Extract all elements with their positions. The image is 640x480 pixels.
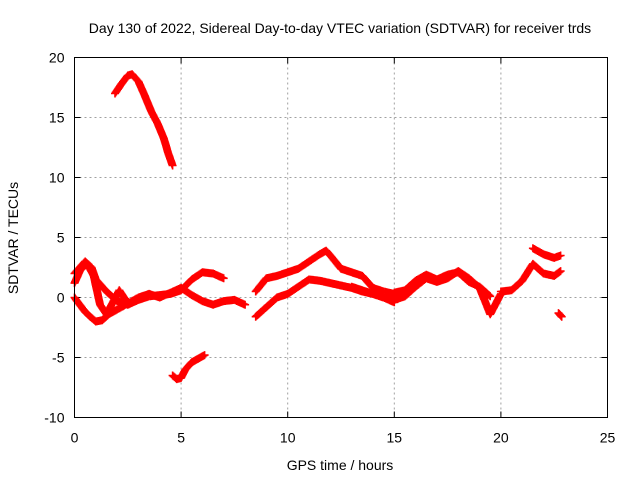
data-trace bbox=[508, 277, 526, 294]
series-arc-high bbox=[111, 70, 177, 170]
x-tick-label: 25 bbox=[600, 430, 616, 446]
data-point bbox=[241, 300, 250, 309]
series-trace-h bbox=[496, 259, 565, 296]
plot-frame bbox=[74, 57, 608, 418]
data-trace bbox=[476, 283, 494, 300]
x-tick-label: 15 bbox=[387, 430, 403, 446]
data-trace bbox=[88, 314, 99, 325]
data-trace bbox=[401, 277, 419, 294]
data-points bbox=[70, 70, 566, 384]
data-point bbox=[200, 351, 209, 360]
y-tick-label: 20 bbox=[49, 50, 65, 66]
y-tick-label: -10 bbox=[44, 410, 64, 426]
data-trace bbox=[141, 93, 155, 115]
y-tick-label: 5 bbox=[57, 230, 65, 246]
data-trace bbox=[401, 283, 419, 300]
x-tick-label: 20 bbox=[493, 430, 509, 446]
x-tick-label: 10 bbox=[280, 430, 296, 446]
y-tick-label: 15 bbox=[49, 110, 65, 126]
series-trace-e bbox=[251, 246, 409, 298]
series-trace-i bbox=[528, 244, 565, 262]
y-tick-labels: -10 -5 0 5 10 15 20 bbox=[44, 50, 64, 426]
data-point bbox=[556, 251, 565, 260]
data-trace bbox=[169, 372, 180, 383]
x-tick-labels: 0 5 10 15 20 25 bbox=[71, 430, 616, 446]
chart-title: Day 130 of 2022, Sidereal Day-to-day VTE… bbox=[89, 20, 591, 36]
data-trace bbox=[252, 275, 270, 295]
data-trace bbox=[359, 272, 377, 291]
data-trace bbox=[182, 359, 195, 373]
data-trace bbox=[263, 294, 281, 311]
data-trace bbox=[455, 269, 472, 285]
series-trace-j bbox=[554, 309, 566, 321]
x-axis-label: GPS time / hours bbox=[287, 457, 394, 473]
series-trace-g bbox=[390, 268, 495, 301]
data-point bbox=[219, 274, 228, 283]
y-tick-label: 0 bbox=[57, 290, 65, 306]
data-trace bbox=[555, 310, 565, 320]
data-point bbox=[121, 295, 130, 304]
series-arc-low bbox=[168, 351, 209, 384]
data-point bbox=[556, 267, 565, 276]
grid-lines bbox=[74, 57, 608, 418]
data-trace bbox=[486, 291, 505, 318]
data-point bbox=[557, 312, 566, 321]
data-trace bbox=[327, 252, 345, 272]
data-trace bbox=[129, 71, 142, 85]
data-trace bbox=[252, 304, 270, 320]
data-point bbox=[486, 292, 495, 301]
y-tick-label: 10 bbox=[49, 170, 65, 186]
data-trace bbox=[90, 273, 104, 308]
data-trace bbox=[135, 78, 149, 99]
y-axis-label: SDTVAR / TECUs bbox=[5, 182, 21, 294]
series-trace-c bbox=[70, 259, 130, 319]
y-tick-label: -5 bbox=[52, 350, 65, 366]
data-trace bbox=[154, 120, 168, 142]
x-tick-label: 5 bbox=[177, 430, 185, 446]
x-tick-label: 0 bbox=[71, 430, 79, 446]
data-trace bbox=[529, 260, 547, 277]
data-point bbox=[168, 161, 177, 170]
data-trace bbox=[82, 308, 95, 321]
